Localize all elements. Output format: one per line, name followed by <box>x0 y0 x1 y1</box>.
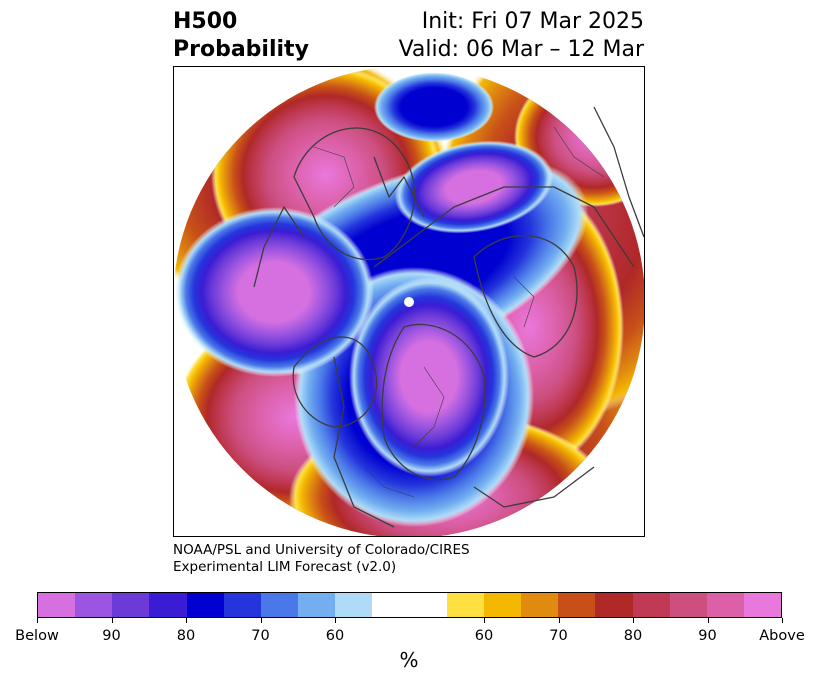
colorbar-tick-label: Below <box>15 628 59 644</box>
colorbar-tick-mark <box>484 618 485 623</box>
colorbar-segment <box>483 593 522 617</box>
colorbar-segment <box>595 593 633 617</box>
map-canvas <box>174 67 644 536</box>
colorbar-segment <box>186 593 224 617</box>
political-borders <box>313 126 605 498</box>
init-date: Init: Fri 07 Mar 2025 <box>421 9 644 34</box>
coastlines <box>253 106 644 528</box>
colorbar-tick-label: 70 <box>251 628 270 644</box>
colorbar-tick-mark <box>261 618 262 623</box>
colorbar-segment <box>260 593 299 617</box>
valid-range: Valid: 06 Mar – 12 Mar <box>398 37 644 62</box>
colorbar-segment <box>298 593 336 617</box>
colorbar-segment <box>75 593 113 617</box>
title-variable: H500 <box>173 9 238 34</box>
probability-field <box>174 67 644 536</box>
data-credit: NOAA/PSL and University of Colorado/CIRE… <box>173 542 470 576</box>
colorbar-segment <box>669 593 707 617</box>
forecast-dates: Init: Fri 07 Mar 2025 Valid: 06 Mar – 12… <box>399 8 644 64</box>
colorbar-tick-mark <box>186 618 187 623</box>
colorbar-tick-label: 60 <box>474 628 494 644</box>
colorbar <box>37 592 782 618</box>
colorbar-tick-label: Above <box>759 628 805 644</box>
colorbar-segment <box>409 593 447 617</box>
credit-source: NOAA/PSL and University of Colorado/CIRE… <box>173 542 470 558</box>
colorbar-segment <box>558 593 596 617</box>
colorbar-segment <box>372 593 410 617</box>
colorbar-segment <box>706 593 744 617</box>
colorbar-tick-mark <box>559 618 560 623</box>
map-title: H500 Probability <box>173 8 309 64</box>
colorbar-units: % <box>399 648 419 672</box>
colorbar-segment <box>521 593 559 617</box>
colorbar-tick-label: 80 <box>623 628 643 644</box>
colorbar-segment <box>38 593 76 617</box>
colorbar-tick-mark <box>112 618 113 623</box>
colorbar-segment <box>632 593 670 617</box>
colorbar-tick-mark <box>708 618 709 623</box>
colorbar-tick-mark <box>633 618 634 623</box>
title-quantity: Probability <box>173 37 309 62</box>
colorbar-tick-label: 90 <box>698 628 717 644</box>
colorbar-tick-mark <box>335 618 336 623</box>
colorbar-tick-mark <box>37 618 38 623</box>
credit-model: Experimental LIM Forecast (v2.0) <box>173 559 397 575</box>
colorbar-segment <box>112 593 150 617</box>
colorbar-tick-mark <box>782 618 783 623</box>
colorbar-tick-label: 90 <box>102 628 121 644</box>
colorbar-segment <box>223 593 261 617</box>
colorbar-tick-label: 60 <box>325 628 345 644</box>
colorbar-segment <box>335 593 373 617</box>
colorbar-segment <box>149 593 187 617</box>
colorbar-tick-label: 80 <box>176 628 196 644</box>
colorbar-segment <box>446 593 484 617</box>
colorbar-segment <box>743 593 782 617</box>
polar-probability-map <box>173 66 645 537</box>
colorbar-tick-label: 70 <box>549 628 568 644</box>
